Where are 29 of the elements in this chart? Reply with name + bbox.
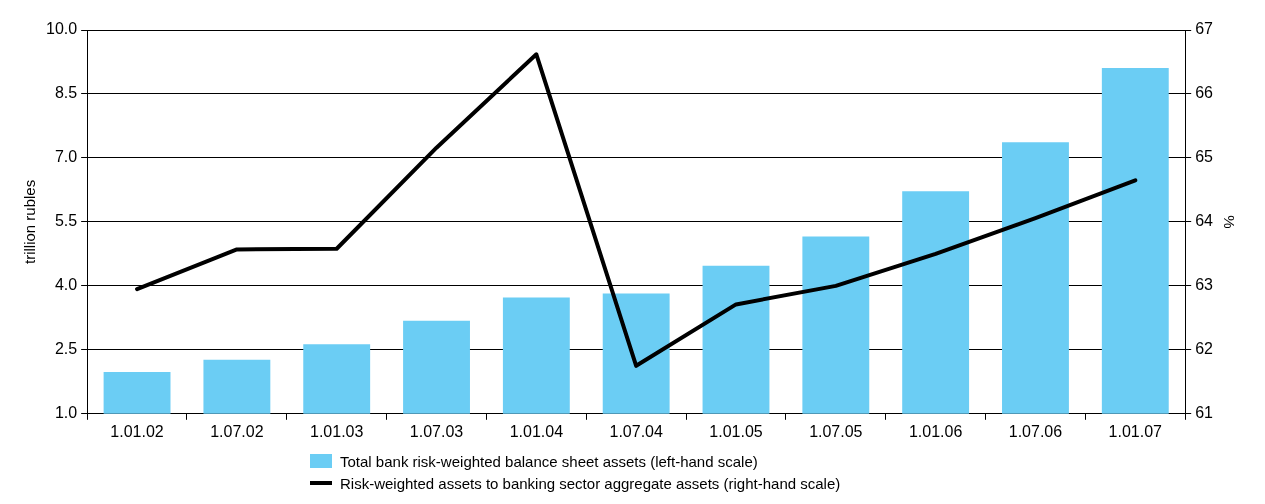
y-tick-label: 5.5 <box>54 212 78 230</box>
x-tick-label: 1.01.02 <box>110 422 164 440</box>
y2-tick-label: 61 <box>1195 404 1214 422</box>
x-tick-label: 1.01.07 <box>1108 422 1163 440</box>
y-tick-label: 4.0 <box>54 276 78 294</box>
legend-label: Total bank risk-weighted balance sheet assets (left-hand scale) <box>340 452 758 470</box>
y2-tick-label: 67 <box>1195 20 1214 38</box>
y-tick-label: 7.0 <box>54 148 78 166</box>
x-tick-label: 1.07.02 <box>210 422 264 440</box>
y2-axis-title: % <box>1220 215 1238 229</box>
y-tick-label: 8.5 <box>54 84 78 102</box>
x-tick-label: 1.07.03 <box>409 422 464 440</box>
x-tick-label: 1.07.06 <box>1008 422 1063 440</box>
y2-tick-label: 63 <box>1195 276 1214 294</box>
x-tick-label: 1.07.04 <box>609 422 663 440</box>
x-tick-label: 1.01.04 <box>509 422 564 440</box>
y-tick-label: 1.0 <box>54 404 78 422</box>
y2-tick-label: 65 <box>1195 148 1214 166</box>
y2-tick-label: 66 <box>1195 84 1214 102</box>
x-tick-label: 1.01.03 <box>310 422 364 440</box>
y-tick-label: 2.5 <box>54 340 78 358</box>
y2-tick-label: 64 <box>1195 212 1214 230</box>
legend-label: Risk-weighted assets to banking sector aggregate assets (right-hand scale) <box>340 474 841 492</box>
x-tick-label: 1.01.06 <box>908 422 963 440</box>
y-tick-label: 10.0 <box>46 20 78 38</box>
x-tick-label: 1.07.05 <box>809 422 863 440</box>
y2-tick-label: 62 <box>1195 340 1214 358</box>
x-tick-label: 1.01.05 <box>709 422 763 440</box>
y-axis-title: trillion rubles <box>21 179 39 264</box>
